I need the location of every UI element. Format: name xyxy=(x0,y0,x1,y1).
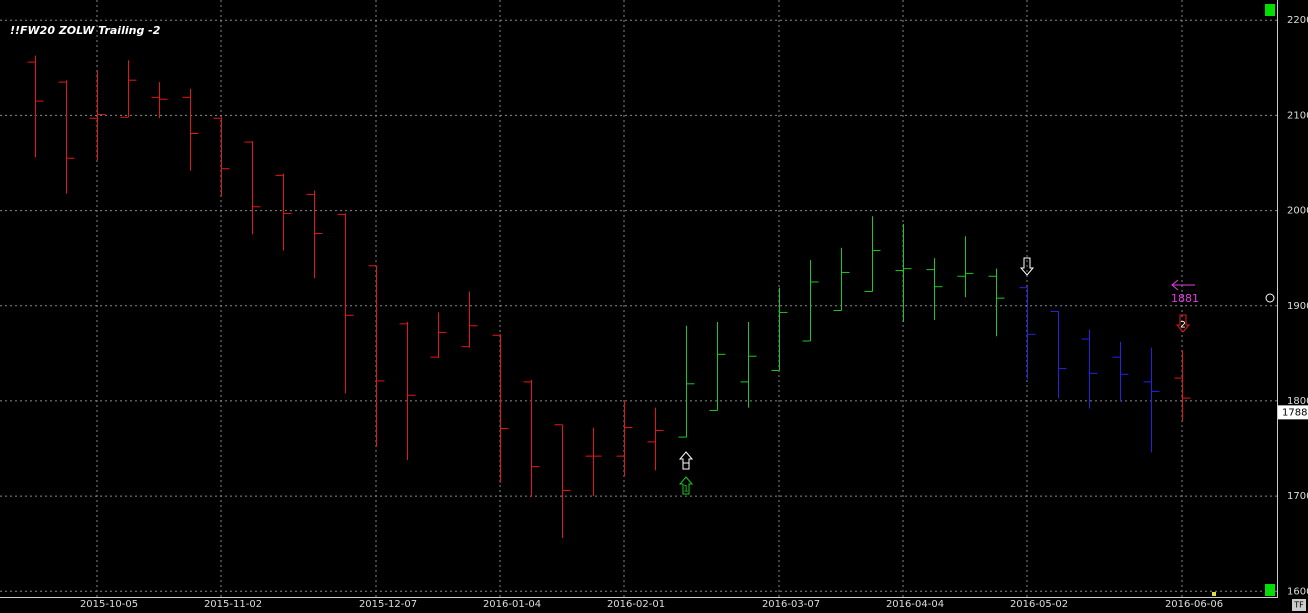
chart-title: !!FW20 ZOLW Trailing -2 xyxy=(10,24,161,37)
y-tick-label: 1700 xyxy=(1287,491,1308,502)
corner-label: TF xyxy=(1293,601,1304,610)
x-tick-label: 2015-11-02 xyxy=(204,599,262,610)
x-tick-label: 2016-06-06 xyxy=(1165,599,1223,610)
y-tick-label: 1600 xyxy=(1287,586,1308,597)
signal-label: 2 xyxy=(1180,321,1186,331)
y-tick-label: 2000 xyxy=(1287,206,1308,217)
x-tick-label: 2016-02-01 xyxy=(607,599,665,610)
signal-arrow xyxy=(678,476,694,495)
signal-arrow xyxy=(678,451,694,470)
scroll-marker xyxy=(1265,4,1275,16)
x-tick-label: 2016-01-04 xyxy=(483,599,541,610)
signal-label: 1 xyxy=(683,485,689,495)
level-marker xyxy=(1265,293,1275,303)
y-tick-label: 1900 xyxy=(1287,301,1308,312)
y-tick-label: 2100 xyxy=(1287,110,1308,121)
corner-box xyxy=(1292,599,1306,611)
y-tick-label: 2200 xyxy=(1287,15,1308,26)
level-label: 1881 xyxy=(1171,292,1199,305)
scroll-marker xyxy=(1265,584,1275,596)
x-tick-label: 2016-04-04 xyxy=(886,599,944,610)
signal-arrow xyxy=(1175,314,1191,333)
x-tick-label: 2016-05-02 xyxy=(1010,599,1068,610)
y-tick-label: 1800 xyxy=(1287,396,1308,407)
last-price-label: 1788 xyxy=(1282,407,1307,418)
last-price-box xyxy=(1278,405,1308,420)
signal-arrow xyxy=(1019,257,1035,276)
x-tick-label: 2015-12-07 xyxy=(359,599,417,610)
x-tick-label: 2016-03-07 xyxy=(762,599,820,610)
cursor-marker xyxy=(1212,592,1216,596)
x-tick-label: 2015-10-05 xyxy=(80,599,138,610)
